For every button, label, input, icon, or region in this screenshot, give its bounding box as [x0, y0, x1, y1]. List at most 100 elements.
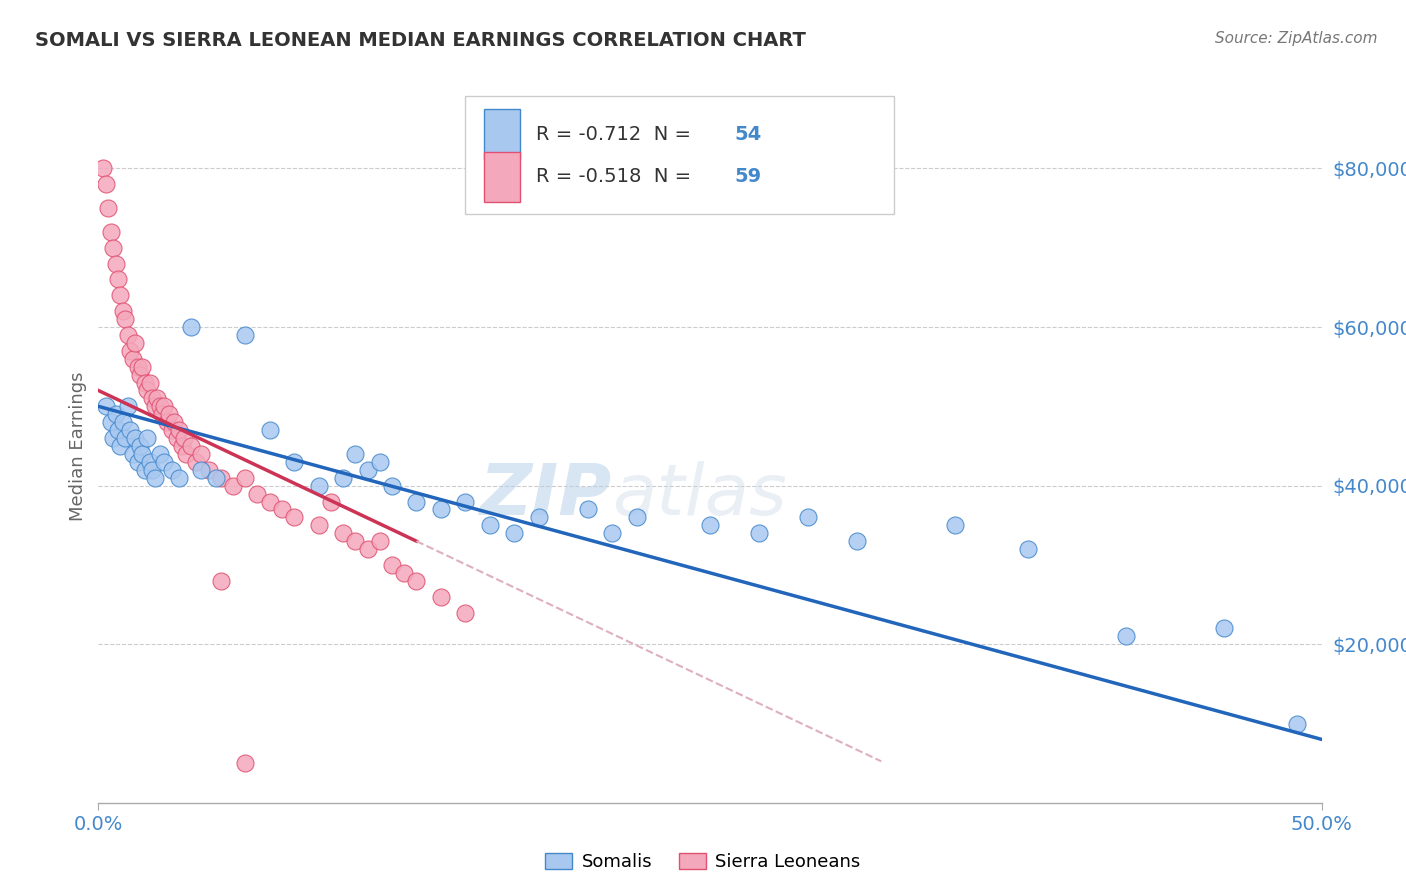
- Text: SOMALI VS SIERRA LEONEAN MEDIAN EARNINGS CORRELATION CHART: SOMALI VS SIERRA LEONEAN MEDIAN EARNINGS…: [35, 31, 806, 50]
- Point: [600, 526, 623, 541]
- Point: [110, 439, 132, 453]
- Point: [101, 241, 124, 255]
- Point: [430, 502, 453, 516]
- Point: [180, 439, 202, 453]
- Point: [131, 359, 153, 374]
- Point: [156, 415, 179, 429]
- Point: [332, 526, 354, 541]
- Point: [114, 312, 136, 326]
- Point: [845, 534, 868, 549]
- Point: [356, 542, 378, 557]
- Text: atlas: atlas: [612, 461, 787, 531]
- Point: [121, 351, 143, 366]
- Point: [167, 471, 190, 485]
- Text: 54: 54: [734, 125, 762, 144]
- Point: [173, 431, 195, 445]
- Text: Source: ZipAtlas.com: Source: ZipAtlas.com: [1215, 31, 1378, 46]
- Point: [100, 225, 122, 239]
- Point: [209, 574, 232, 588]
- Point: [91, 161, 114, 176]
- Point: [1212, 621, 1234, 635]
- Point: [319, 494, 342, 508]
- Point: [129, 439, 152, 453]
- Point: [332, 471, 354, 485]
- Point: [104, 407, 127, 421]
- Point: [149, 447, 172, 461]
- Point: [405, 574, 427, 588]
- Point: [129, 368, 152, 382]
- Text: ZIP: ZIP: [479, 461, 612, 531]
- Point: [170, 439, 193, 453]
- Point: [127, 455, 149, 469]
- Text: 59: 59: [734, 168, 762, 186]
- Point: [131, 447, 153, 461]
- Point: [748, 526, 770, 541]
- Point: [180, 320, 202, 334]
- Point: [943, 518, 966, 533]
- Point: [134, 376, 156, 390]
- Text: R = -0.712  N =: R = -0.712 N =: [536, 125, 697, 144]
- Bar: [484, 109, 520, 159]
- Point: [246, 486, 269, 500]
- Point: [454, 494, 477, 508]
- Point: [120, 423, 142, 437]
- Point: [111, 415, 134, 429]
- Point: [308, 518, 330, 533]
- Point: [190, 463, 212, 477]
- Point: [141, 392, 163, 406]
- Bar: [484, 152, 520, 202]
- Point: [454, 606, 477, 620]
- Point: [134, 463, 156, 477]
- Legend: Somalis, Sierra Leoneans: Somalis, Sierra Leoneans: [538, 846, 868, 879]
- Point: [163, 415, 186, 429]
- Point: [626, 510, 648, 524]
- Point: [97, 201, 120, 215]
- FancyBboxPatch shape: [465, 96, 894, 214]
- Point: [107, 423, 129, 437]
- Point: [233, 471, 256, 485]
- Y-axis label: Median Earnings: Median Earnings: [69, 371, 87, 521]
- Point: [117, 400, 139, 414]
- Point: [576, 502, 599, 516]
- Point: [136, 384, 159, 398]
- Point: [160, 463, 183, 477]
- Point: [797, 510, 820, 524]
- Point: [94, 178, 117, 192]
- Text: R = -0.518  N =: R = -0.518 N =: [536, 168, 697, 186]
- Point: [233, 756, 256, 771]
- Point: [100, 415, 122, 429]
- Point: [503, 526, 526, 541]
- Point: [120, 343, 142, 358]
- Point: [166, 431, 188, 445]
- Point: [157, 407, 180, 421]
- Point: [139, 376, 162, 390]
- Point: [143, 400, 166, 414]
- Point: [368, 534, 391, 549]
- Point: [259, 423, 281, 437]
- Point: [430, 590, 453, 604]
- Point: [110, 288, 132, 302]
- Point: [478, 518, 501, 533]
- Point: [368, 455, 391, 469]
- Point: [139, 455, 162, 469]
- Point: [283, 510, 305, 524]
- Point: [344, 534, 367, 549]
- Point: [124, 335, 146, 350]
- Point: [283, 455, 305, 469]
- Point: [107, 272, 129, 286]
- Point: [1017, 542, 1039, 557]
- Point: [308, 478, 330, 492]
- Point: [344, 447, 367, 461]
- Point: [146, 392, 169, 406]
- Point: [222, 478, 245, 492]
- Point: [114, 431, 136, 445]
- Point: [699, 518, 721, 533]
- Point: [381, 478, 404, 492]
- Point: [124, 431, 146, 445]
- Point: [381, 558, 404, 572]
- Point: [111, 304, 134, 318]
- Point: [1286, 716, 1309, 731]
- Point: [150, 407, 173, 421]
- Point: [149, 400, 172, 414]
- Point: [117, 328, 139, 343]
